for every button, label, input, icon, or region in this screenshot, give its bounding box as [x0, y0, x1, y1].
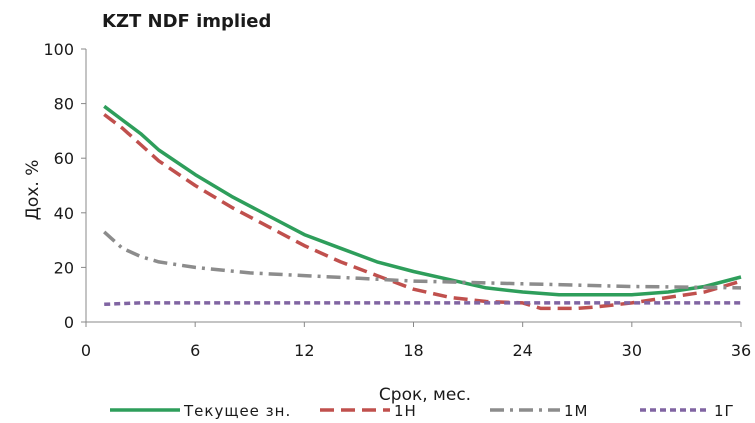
series-line-1 [103, 104, 742, 297]
legend-label-4: 1Г [714, 402, 735, 420]
legend-label-2: 1Н [394, 402, 417, 420]
y-tick-label: 40 [54, 204, 74, 223]
y-tick-label: 100 [43, 40, 74, 59]
series-line-4 [104, 301, 741, 307]
x-tick-label: 18 [403, 341, 423, 360]
x-tick-label: 30 [622, 341, 642, 360]
y-tick-label: 80 [54, 95, 74, 114]
legend: Текущее зн. 1Н 1М 1Г [110, 402, 735, 420]
y-axis-title: Дох. % [23, 160, 43, 221]
tick-labels: 0 20 40 60 80 100 0 6 12 18 24 30 36 [43, 40, 751, 360]
x-tick-label: 12 [294, 341, 314, 360]
legend-label-3: 1М [564, 402, 589, 420]
x-axis-title: Срок, мес. [379, 385, 471, 405]
series-line-3 [103, 230, 742, 290]
y-tick-label: 0 [64, 313, 74, 332]
x-tick-label: 36 [731, 341, 751, 360]
x-tick-label: 0 [81, 341, 91, 360]
y-tick-label: 60 [54, 149, 74, 168]
series-line-2 [103, 113, 742, 311]
chart-title: KZT NDF implied [102, 11, 271, 32]
axes [81, 48, 742, 327]
legend-label-1: Текущее зн. [183, 402, 291, 420]
x-tick-label: 6 [190, 341, 200, 360]
series-lines [103, 104, 742, 311]
y-tick-label: 20 [54, 258, 74, 277]
x-tick-label: 24 [512, 341, 532, 360]
